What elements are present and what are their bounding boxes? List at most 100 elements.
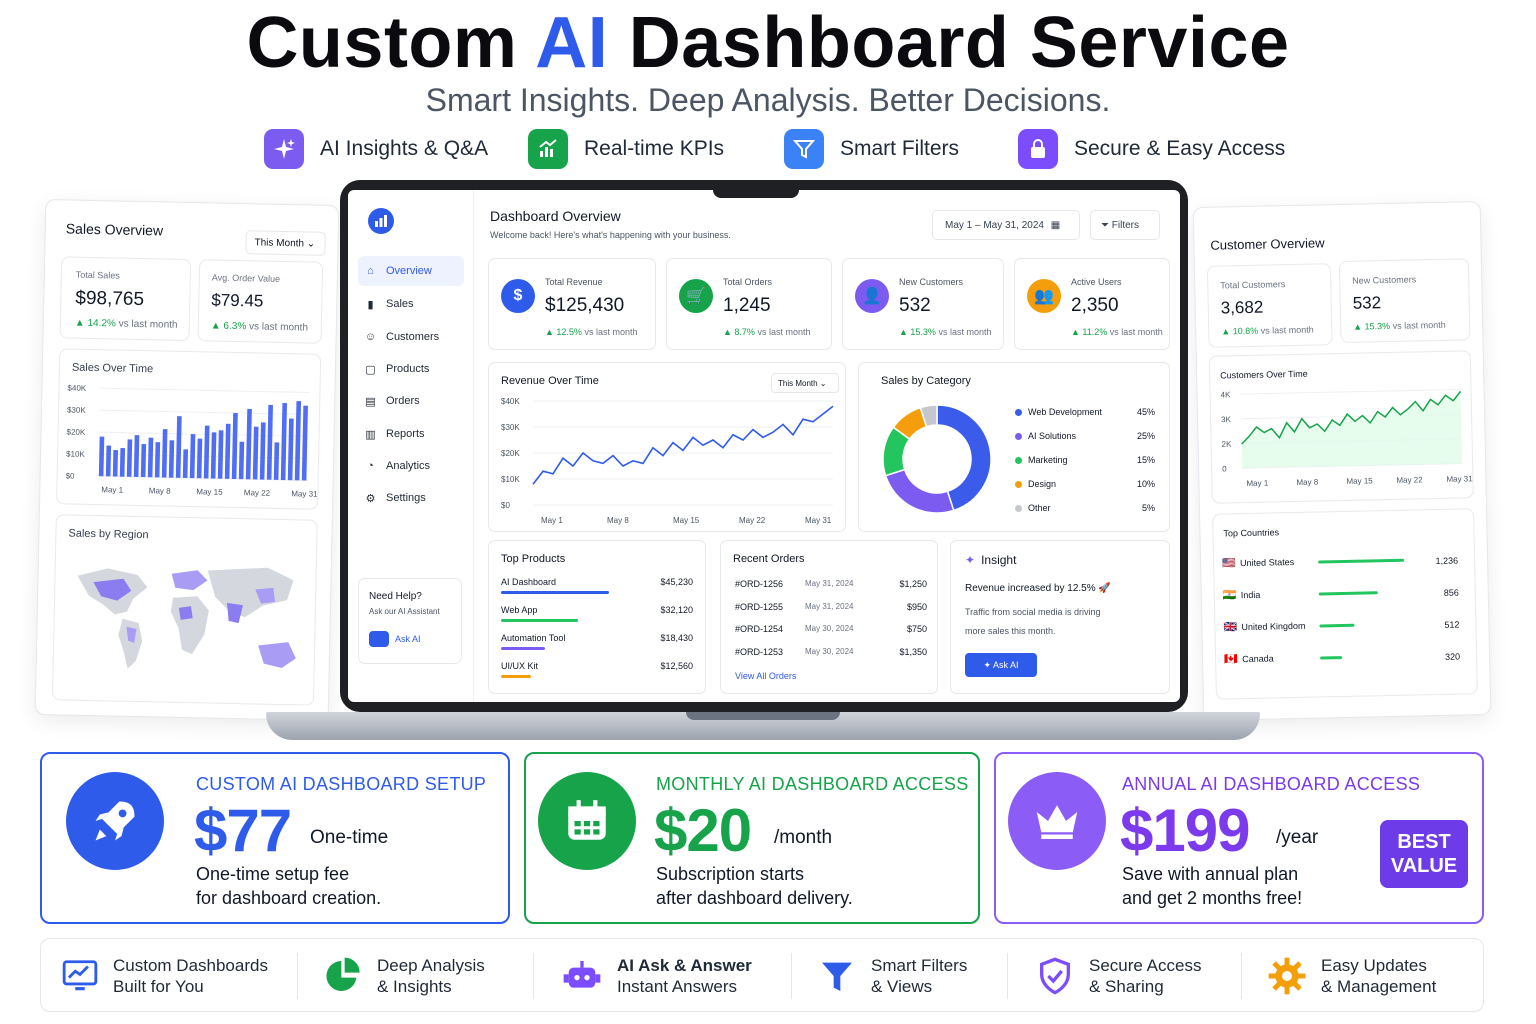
y-tick: $10K — [66, 449, 86, 458]
country-list: 🇺🇸 United States 1,236 🇮🇳 India 856 🇬🇧 United… — [1213, 509, 1473, 666]
country-row: 🇬🇧 United Kingdom 512 — [1223, 619, 1460, 634]
nav-reports[interactable]: ▥ Reports — [365, 428, 425, 441]
dashboard-sidebar: ⌂ Overview ▮ Sales ☺ Customers ▢ Products ▤ O… — [348, 190, 474, 702]
x-tick: May 22 — [739, 516, 766, 525]
product-bar — [501, 675, 532, 678]
product-bar — [501, 647, 546, 650]
y-tick: $40K — [501, 397, 520, 406]
calendar-icon: ▦ — [1050, 220, 1061, 231]
dashboard-screen: ⌂ Overview ▮ Sales ☺ Customers ▢ Products ▤ O… — [348, 190, 1180, 702]
feature-smart-filters-views: Smart Filters & Views — [817, 949, 967, 1003]
pricing-title: ANNUAL AI DASHBOARD ACCESS — [1122, 774, 1421, 794]
revenue-period-select[interactable]: This Month ⌄ — [771, 373, 839, 393]
nav-analytics[interactable]: ◔ Analytics — [358, 451, 464, 481]
bar — [266, 404, 273, 480]
robot-icon — [563, 961, 601, 988]
price-period: /year — [1276, 827, 1319, 848]
bar — [224, 423, 231, 479]
nav-settings[interactable]: ⚙ Settings — [365, 492, 426, 505]
x-tick: May 1 — [541, 516, 563, 525]
legend-item: Web Development 45% — [1015, 407, 1155, 417]
kpi-change: ▲ 12.5% vs last month — [545, 327, 638, 337]
kpi-label: Total Revenue — [545, 277, 603, 287]
shield-icon — [1040, 957, 1070, 995]
pie-icon — [326, 957, 360, 991]
funnel-icon — [822, 962, 852, 991]
flag-icon: 🇺🇸 — [1221, 557, 1236, 570]
filters-button[interactable]: ⏷ Filters — [1090, 210, 1160, 240]
y-tick: $20K — [66, 427, 86, 436]
x-tick: May 31 — [291, 489, 318, 499]
clipboard-icon: ▤ — [365, 395, 376, 408]
customers-over-time-chart: 4K 3K 2K 0 May 1 May 8 May 15 May 22 May 31 — [1220, 389, 1473, 488]
insight-ask-ai-button[interactable]: ✦ Ask AI — [965, 653, 1037, 677]
x-tick: May 22 — [1396, 475, 1423, 485]
price-amount: $20 — [654, 797, 752, 864]
feature-custom-dashboards: Custom Dashboards Built for You — [61, 949, 268, 1003]
bar — [126, 439, 133, 477]
users-icon: ☺ — [364, 331, 377, 343]
bar — [217, 430, 224, 479]
feature-secure-access: Secure & Easy Access — [1018, 128, 1285, 170]
nav-customers[interactable]: ☺ Customers — [364, 331, 440, 343]
kpi-icon: 🛒 — [679, 279, 713, 313]
x-tick: May 1 — [101, 485, 124, 494]
date-range-picker[interactable]: May 1 – May 31, 2024 ▦ — [932, 210, 1080, 240]
nav-products[interactable]: ▢ Products — [365, 363, 430, 376]
bar — [140, 444, 147, 478]
kpi-value: 532 — [899, 295, 931, 316]
kpi-icon: $ — [501, 279, 535, 313]
country-bar — [1318, 591, 1379, 596]
revenue-over-time-card: Revenue Over Time This Month ⌄ $40K $30K $… — [488, 362, 846, 532]
analytics-icon: ◔ — [367, 460, 374, 472]
kpi-card: 👤 New Customers 532 ▲ 15.3% vs last mont… — [842, 258, 1004, 350]
chevron-down-icon: ⌄ — [306, 238, 316, 250]
sales-by-category-card: Sales by Category Web Development 45% AI S… — [858, 362, 1170, 532]
view-all-orders-link[interactable]: View All Orders — [735, 671, 797, 681]
sparkle-icon: ✦ — [983, 660, 991, 670]
kpi-change: ▲ 8.7% vs last month — [723, 327, 811, 337]
country-row: 🇨🇦 Canada 320 — [1224, 651, 1461, 666]
bar — [245, 408, 252, 480]
new-customers-card: New Customers 532 ▲ 15.3% vs last month — [1338, 258, 1471, 344]
home-icon: ⌂ — [367, 265, 374, 277]
dashboard-title: Dashboard Overview — [490, 208, 621, 224]
nav-orders[interactable]: ▤ Orders — [365, 395, 420, 408]
bar — [273, 442, 280, 480]
top-products-card: Top Products AI Dashboard $45,230 Web App… — [488, 540, 706, 694]
gear-icon: ⚙ — [365, 492, 376, 505]
bar — [105, 445, 112, 477]
bar — [287, 418, 294, 481]
panel-title: Customer Overview — [1210, 235, 1325, 253]
x-tick: May 22 — [244, 488, 271, 498]
bar — [196, 438, 203, 479]
sales-over-time-chart: $40K $30K $20K $10K $0 May 1 May 8 May 15 May 22… — [66, 383, 319, 499]
feature-ai-insights: AI Insights & Q&A — [264, 128, 488, 170]
bar — [98, 436, 105, 477]
report-icon: ▥ — [365, 428, 376, 441]
y-tick: $0 — [66, 471, 76, 480]
pricing-title: MONTHLY AI DASHBOARD ACCESS — [656, 774, 969, 794]
bar — [252, 426, 259, 480]
kpi-change: ▲ 15.3% vs last month — [899, 327, 992, 337]
nav-sales[interactable]: ▮ Sales — [358, 289, 464, 319]
kpi-card: $ Total Revenue $125,430 ▲ 12.5% vs last… — [488, 258, 656, 350]
ask-ai-link[interactable]: Ask AI — [369, 631, 421, 647]
y-tick: $20K — [501, 449, 520, 458]
bar — [119, 448, 126, 477]
price-period: /month — [774, 827, 833, 848]
nav-overview[interactable]: ⌂ Overview — [358, 256, 464, 286]
bar — [210, 432, 217, 479]
country-row: 🇮🇳 India 856 — [1222, 587, 1459, 602]
chart-icon — [528, 129, 568, 169]
x-tick: May 31 — [1446, 474, 1473, 484]
pricing-title: CUSTOM AI DASHBOARD SETUP — [196, 774, 487, 794]
customers-line — [1241, 390, 1462, 445]
pricing-annual-card: ANNUAL AI DASHBOARD ACCESS $199 /year Sa… — [994, 752, 1484, 924]
sparkle-icon — [264, 129, 304, 169]
period-select[interactable]: This Month ⌄ — [245, 230, 326, 256]
lock-icon — [1018, 129, 1058, 169]
kpi-icon: 👥 — [1027, 279, 1061, 313]
country-bar — [1320, 656, 1343, 660]
